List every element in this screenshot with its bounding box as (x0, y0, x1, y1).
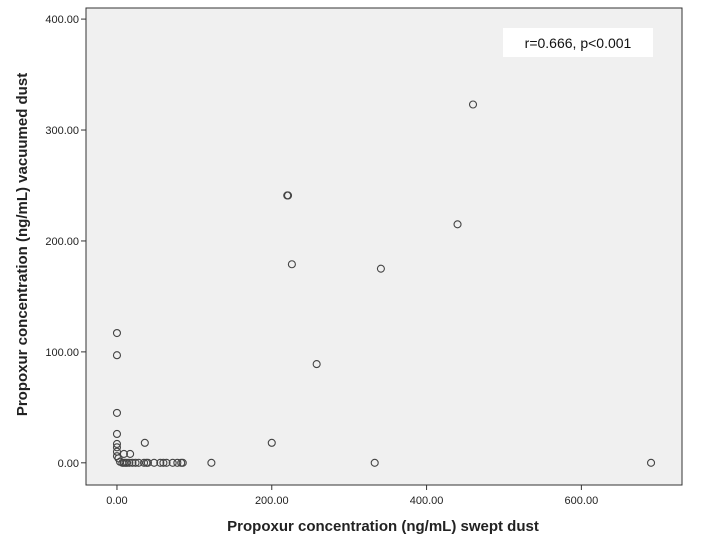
data-point (112, 439, 122, 449)
annotation-text: r=0.666, p<0.001 (525, 35, 632, 51)
data-point (370, 458, 379, 467)
data-point (125, 458, 134, 467)
y-axis: 0.00 100.00 200.00 300.00 400.00 (45, 14, 86, 470)
data-points (112, 100, 656, 467)
data-point (112, 443, 122, 452)
data-point (112, 351, 122, 360)
data-point (267, 438, 276, 447)
correlation-annotation: r=0.666, p<0.001 (503, 28, 653, 57)
data-point (131, 458, 140, 467)
data-point (128, 458, 137, 467)
data-point (376, 264, 385, 273)
data-point (143, 458, 152, 467)
data-point (150, 458, 159, 467)
data-point (126, 449, 135, 458)
data-point (468, 100, 478, 109)
data-point (207, 458, 216, 467)
y-tick-label: 400.00 (45, 14, 79, 26)
x-tick-label: 600.00 (565, 495, 599, 507)
data-point (156, 458, 165, 467)
y-tick-label: 300.00 (45, 125, 79, 137)
data-point (140, 438, 149, 447)
data-point (159, 458, 168, 467)
y-axis-title: Propoxur concentration (ng/mL) vacuumed … (14, 73, 31, 416)
y-tick-label: 0.00 (58, 458, 79, 470)
y-tick-label: 200.00 (45, 236, 79, 248)
data-point (453, 220, 462, 229)
plot-area (85, 7, 683, 486)
annotation-box (503, 28, 653, 57)
x-axis-title: Propoxur concentration (ng/mL) swept dus… (227, 518, 539, 535)
data-point (162, 458, 171, 467)
data-point (122, 458, 132, 467)
data-point (119, 449, 128, 458)
y-tick-label: 100.00 (45, 347, 79, 359)
data-point (168, 458, 177, 467)
x-tick-label: 0.00 (106, 495, 127, 507)
data-point (112, 429, 122, 439)
data-point (178, 458, 187, 467)
data-point (646, 458, 656, 467)
data-point (312, 360, 321, 369)
data-point (134, 458, 143, 467)
data-point (283, 191, 293, 200)
data-point (112, 408, 122, 417)
x-tick-label: 400.00 (410, 495, 444, 507)
x-tick-label: 200.00 (255, 495, 289, 507)
x-axis: 0.00 200.00 400.00 600.00 (106, 485, 598, 507)
data-point (140, 458, 149, 467)
data-point (287, 260, 296, 269)
data-point (112, 328, 122, 338)
data-point (173, 458, 182, 467)
